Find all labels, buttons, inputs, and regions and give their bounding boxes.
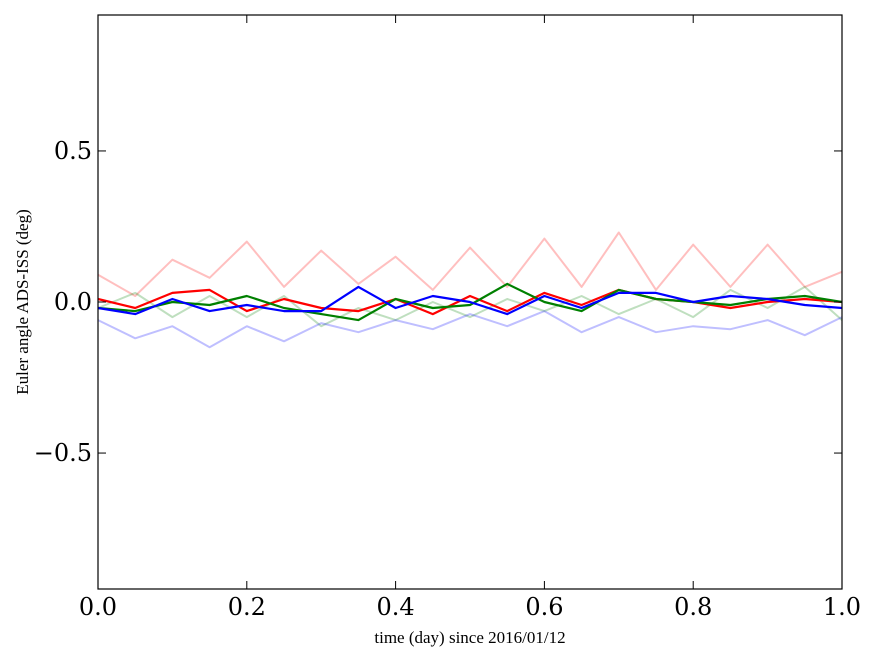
ticks-layer: 0.0 0.2 0.4 0.6 0.8 1.0 −0.5 0.0 0.5 (34, 15, 861, 621)
y-axis-label: Euler angle ADS-ISS (deg) (13, 209, 32, 395)
series-line-1 (97, 231, 843, 297)
series-line-6 (97, 285, 843, 316)
y-tick-label: −0.5 (34, 439, 92, 467)
x-tick-label: 0.6 (525, 593, 563, 621)
x-tick-label: 0.4 (377, 593, 415, 621)
series-line-3 (97, 310, 843, 349)
y-tick-label: 0.0 (54, 288, 92, 316)
x-tick-label: 1.0 (823, 593, 861, 621)
series-line-4 (97, 288, 843, 316)
series-line-5 (97, 282, 843, 322)
x-tick-label: 0.2 (228, 593, 266, 621)
x-tick-label: 0.8 (674, 593, 712, 621)
x-tick-label: 0.0 (79, 593, 117, 621)
x-axis-label: time (day) since 2016/01/12 (374, 628, 565, 647)
y-tick-label: 0.5 (54, 137, 92, 165)
series-layer (97, 231, 843, 349)
